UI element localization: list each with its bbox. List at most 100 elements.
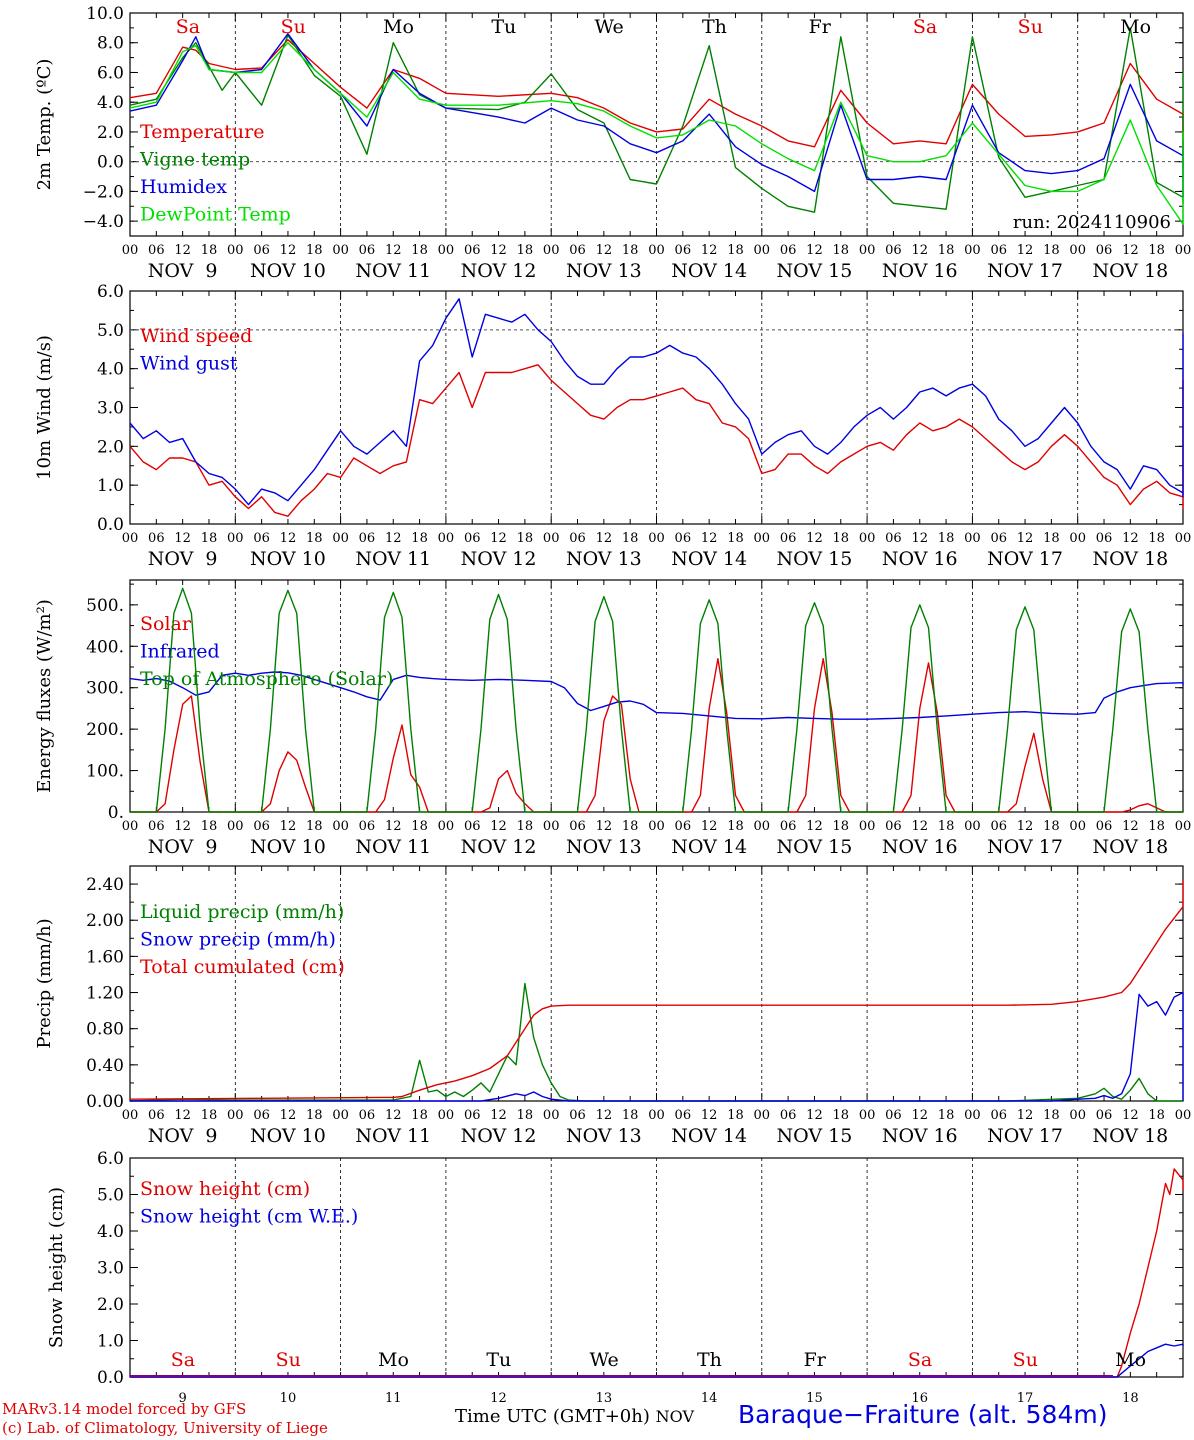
x-date-label: NOV 12 (461, 836, 537, 858)
x-hour-label: 00 (227, 243, 244, 258)
x-hour-label: 12 (1017, 531, 1034, 546)
x-hour-label: 06 (569, 243, 586, 258)
x-hour-label: 12 (911, 819, 928, 834)
x-hour-label: 06 (569, 1108, 586, 1123)
x-hour-label: 00 (332, 531, 349, 546)
model-credit: MARv3.14 model forced by GFS (2, 1400, 247, 1418)
panel-2: 6.0 5.0 4.0 3.0 2.0 1.0 0.0 10m Wind (m/s) 00 06 1… (34, 282, 1191, 570)
x-date-label: NOV 9 (148, 260, 218, 282)
run-annotation: run: 2024110906 (1013, 212, 1171, 233)
x-hour-label: 06 (464, 819, 481, 834)
x-hour-label: 06 (1096, 1108, 1113, 1123)
x-hour-label: 00 (438, 819, 455, 834)
legend-entry: Wind speed (140, 325, 252, 347)
x-hour-label: 06 (885, 243, 902, 258)
y-tick-label: 1.0 (97, 476, 124, 496)
legend-entry: Infrared (140, 641, 220, 663)
x-hour-label: 12 (280, 819, 297, 834)
x-hour-label: 00 (543, 243, 560, 258)
y-tick-label: 500. (86, 596, 124, 616)
weekday-label-bottom: Fr (804, 1349, 827, 1371)
x-hour-label: 06 (464, 243, 481, 258)
x-date-label: NOV 13 (566, 548, 642, 570)
x-hour-label: 00 (332, 243, 349, 258)
weekday-label-bottom: We (589, 1349, 618, 1371)
x-date-label: NOV 15 (777, 836, 853, 858)
legend-entry: Total cumulated (cm) (140, 956, 345, 978)
x-hour-label: 12 (490, 531, 507, 546)
x-hour-label: 12 (174, 243, 191, 258)
x-hour-label: 06 (359, 1108, 376, 1123)
x-hour-label: 00 (859, 819, 876, 834)
weekday-label-bottom: Su (276, 1349, 301, 1371)
x-hour-label: 06 (885, 531, 902, 546)
x-hour-label: 12 (806, 531, 823, 546)
x-hour-label: 06 (885, 819, 902, 834)
y-tick-label: 1.60 (86, 947, 124, 967)
legend-entry: Vigne temp (139, 149, 250, 171)
x-hour-label: 12 (701, 243, 718, 258)
y-tick-label: 300. (86, 679, 124, 699)
x-hour-label: 18 (1043, 819, 1060, 834)
y-tick-label: 200. (86, 720, 124, 740)
x-hour-label: 18 (517, 1108, 534, 1123)
y-tick-label: 8.0 (97, 34, 124, 54)
x-hour-label: 18 (306, 1108, 323, 1123)
x-hour-label: 12 (1122, 1108, 1139, 1123)
x-hour-label: 06 (990, 243, 1007, 258)
x-hour-label: 12 (385, 243, 402, 258)
x-hour-label: 06 (675, 1108, 692, 1123)
legend-entry: Liquid precip (mm/h) (140, 901, 344, 923)
y-axis-label: 2m Temp. (ºC) (34, 59, 55, 191)
series-line (129, 42, 1184, 225)
y-tick-label: 2.00 (86, 911, 124, 931)
y-tick-label: 0.40 (86, 1056, 124, 1076)
x-hour-label: 18 (306, 819, 323, 834)
x-hour-label: 00 (1175, 531, 1192, 546)
x-hour-label: 18 (411, 1108, 428, 1123)
weekday-label-top: Tu (491, 16, 516, 38)
x-day-number: 15 (806, 1391, 823, 1406)
x-hour-label: 06 (675, 531, 692, 546)
weekday-label-bottom: Mo (378, 1349, 409, 1371)
x-day-number: 9 (179, 1391, 187, 1406)
x-hour-label: 18 (201, 243, 218, 258)
x-date-label: NOV 14 (671, 836, 747, 858)
panel-4: 2.40 2.00 1.60 1.20 0.80 0.40 0.00 Precip (mm/h… (34, 865, 1191, 1147)
x-hour-label: 00 (1069, 819, 1086, 834)
x-hour-label: 18 (306, 531, 323, 546)
x-date-label: NOV 11 (355, 260, 431, 282)
x-hour-label: 00 (859, 243, 876, 258)
legend-entry: Solar (140, 613, 192, 635)
y-tick-label: −2.0 (83, 182, 124, 202)
y-tick-label: 4.0 (97, 1222, 124, 1242)
x-hour-label: 12 (911, 1108, 928, 1123)
x-day-number: 13 (596, 1391, 613, 1406)
x-hour-label: 00 (964, 819, 981, 834)
x-hour-label: 18 (1148, 1108, 1165, 1123)
weekday-label-bottom: Mo (1115, 1349, 1146, 1371)
x-hour-label: 12 (806, 819, 823, 834)
x-hour-label: 18 (622, 243, 639, 258)
x-date-label: NOV 9 (148, 548, 218, 570)
x-hour-label: 00 (859, 531, 876, 546)
x-date-label: NOV 13 (566, 836, 642, 858)
x-date-label: NOV 17 (987, 260, 1063, 282)
x-hour-label: 12 (490, 819, 507, 834)
weekday-label-bottom: Tu (486, 1349, 511, 1371)
x-hour-label: 00 (332, 1108, 349, 1123)
x-day-number: 18 (1122, 1391, 1139, 1406)
series-line (130, 991, 1184, 1102)
x-hour-label: 18 (306, 243, 323, 258)
y-tick-label: 3.0 (97, 399, 124, 419)
weekday-label-top: We (594, 16, 623, 38)
x-hour-label: 06 (253, 531, 270, 546)
footer-credits: MARv3.14 model forced by GFS (c) Lab. of… (2, 1400, 328, 1438)
x-hour-label: 12 (1017, 243, 1034, 258)
x-hour-label: 18 (411, 531, 428, 546)
x-date-label: NOV 9 (148, 836, 218, 858)
x-hour-label: 00 (122, 243, 139, 258)
x-hour-label: 00 (1175, 819, 1192, 834)
x-hour-label: 18 (1043, 1108, 1060, 1123)
